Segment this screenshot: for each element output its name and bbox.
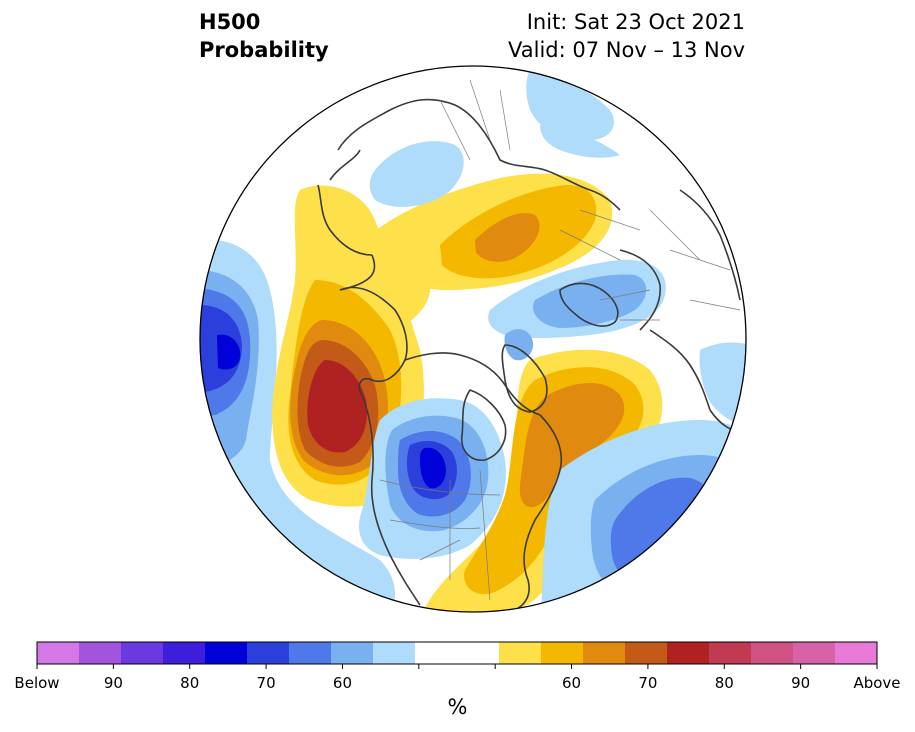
probability-field [200, 66, 746, 612]
colorbar-cell [79, 642, 122, 664]
colorbar-cell [331, 642, 374, 664]
colorbar-tick-label: 60 [562, 674, 581, 692]
colorbar-unit-label: % [447, 695, 468, 719]
country-borders [379, 79, 741, 601]
colorbar-tick-label: Below [14, 674, 59, 692]
colorbar-tick-label: Above [853, 674, 900, 692]
colorbar-cell [751, 642, 794, 664]
colorbar-cell [667, 642, 710, 664]
colorbar-cell [247, 642, 290, 664]
title-line-2: Probability [199, 38, 329, 62]
colorbar-tick-label: 90 [104, 674, 123, 692]
colorbar-tick-label: 90 [791, 674, 810, 692]
colorbar-cell [37, 642, 80, 664]
colorbar-frame [36, 641, 878, 665]
colorbar-tick-label: 70 [638, 674, 657, 692]
colorbar-cell [583, 642, 626, 664]
atlantic-above-anomaly [420, 349, 663, 612]
colorbar-ticks: Below 90 80 70 60 60 70 80 90 Above [14, 664, 901, 692]
north-america-below-anomaly [359, 398, 506, 559]
colorbar-cell [373, 642, 416, 664]
colorbar-cell [121, 642, 164, 664]
east-siberia-below-anomaly [369, 70, 620, 207]
colorbar-tick-label: 70 [257, 674, 276, 692]
colorbar-tick-label: 80 [180, 674, 199, 692]
coastlines [317, 98, 746, 611]
siberia-above-anomaly [369, 173, 613, 327]
map-subtitle: Init: Sat 23 Oct 2021 Valid: 07 Nov – 13… [508, 8, 745, 64]
map-boundary [199, 65, 747, 613]
colorbar-cell [541, 642, 584, 664]
valid-range: Valid: 07 Nov – 13 Nov [508, 38, 745, 62]
colorbar: Below 90 80 70 60 60 70 80 90 Above [14, 641, 901, 692]
colorbar-cell [205, 642, 248, 664]
colorbar-cell [289, 642, 332, 664]
colorbar-cells [37, 642, 878, 664]
colorbar-tick-label: 60 [333, 674, 352, 692]
colorbar-tick-label: 80 [715, 674, 734, 692]
colorbar-cell [163, 642, 206, 664]
colorbar-cell [625, 642, 668, 664]
map-title: H500 Probability [199, 8, 329, 64]
polar-map [199, 65, 747, 613]
colorbar-cell [793, 642, 836, 664]
colorbar-cell [835, 642, 878, 664]
colorbar-cell [415, 642, 458, 664]
title-line-1: H500 [199, 10, 261, 34]
init-date: Init: Sat 23 Oct 2021 [526, 10, 745, 34]
colorbar-cell [709, 642, 752, 664]
colorbar-cell [499, 642, 542, 664]
colorbar-cell [457, 642, 500, 664]
